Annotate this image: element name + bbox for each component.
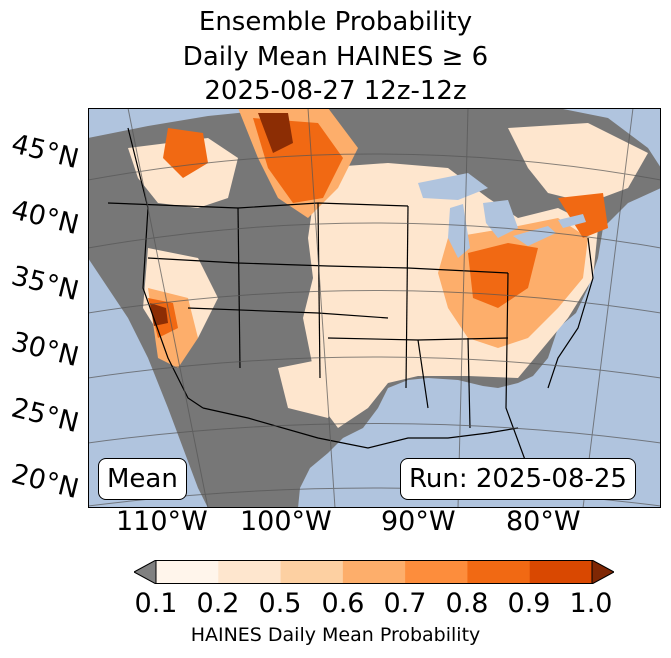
cb-tick-0: 0.1: [134, 588, 178, 619]
colorbar-segment-4: [405, 560, 468, 584]
great-lakes: [418, 173, 586, 258]
colorbar-under-arrow: [134, 560, 157, 584]
colorbar-label: HAINES Daily Mean Probability: [190, 624, 481, 646]
colorbar-segment-0: [156, 560, 219, 584]
title-line-3: 2025-08-27 12z-12z: [204, 76, 467, 106]
lat-label-20: 20°N: [8, 458, 82, 506]
title-line-1: Ensemble Probability: [198, 7, 473, 37]
lat-label-40: 40°N: [8, 194, 82, 242]
run-label: Run: 2025-08-25: [409, 464, 627, 494]
title-line-2: Daily Mean HAINES ≥ 6: [182, 42, 489, 72]
colorbar: [134, 560, 614, 584]
run-label-box: Run: 2025-08-25: [400, 458, 636, 500]
lon-label-90: 90°W: [381, 506, 456, 537]
cb-tick-5: 0.8: [445, 588, 489, 619]
colorbar-over-arrow: [591, 560, 614, 584]
colorbar-segment-6: [529, 560, 593, 584]
lon-label-80: 80°W: [506, 506, 581, 537]
lon-label-110: 110°W: [116, 506, 208, 537]
colorbar-segment-2: [280, 560, 344, 584]
colorbar-segment-5: [467, 560, 531, 584]
colorbar-segment-3: [342, 560, 406, 584]
colorbar-segment-1: [218, 560, 282, 584]
lat-label-25: 25°N: [8, 392, 82, 440]
cb-tick-6: 0.9: [507, 588, 551, 619]
cb-tick-3: 0.6: [321, 588, 365, 619]
lon-label-100: 100°W: [240, 506, 332, 537]
cb-tick-7: 1.0: [569, 588, 613, 619]
cb-tick-2: 0.5: [258, 588, 302, 619]
stat-label: Mean: [107, 464, 178, 494]
lat-label-35: 35°N: [8, 260, 82, 308]
lat-label-45: 45°N: [8, 128, 82, 176]
lat-label-30: 30°N: [8, 326, 82, 374]
cb-tick-1: 0.2: [196, 588, 240, 619]
probability-map: [88, 108, 661, 508]
stat-label-box: Mean: [98, 458, 187, 500]
cb-tick-4: 0.7: [383, 588, 427, 619]
